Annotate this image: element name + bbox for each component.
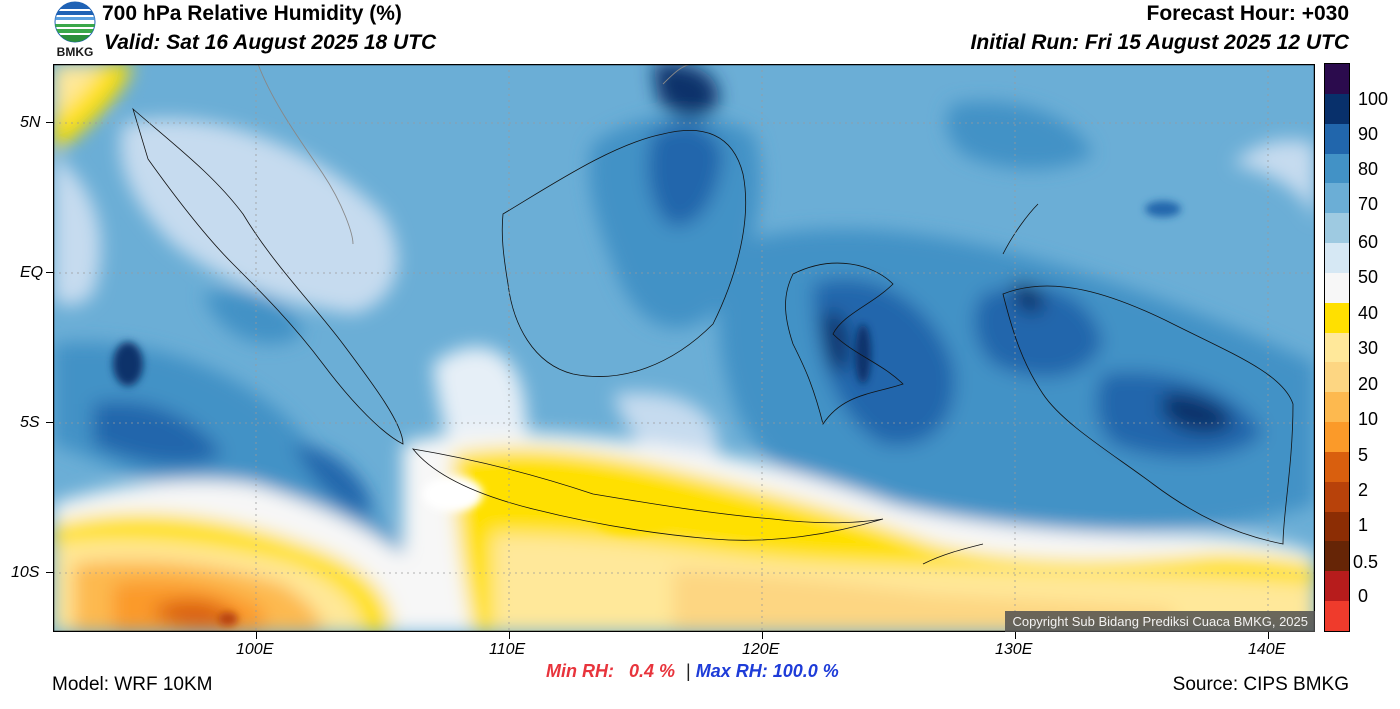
colorbar-segment xyxy=(1325,392,1349,423)
coastlines xyxy=(132,107,1294,565)
colorbar-segment xyxy=(1325,511,1349,542)
lat-label-5s: 5S xyxy=(20,414,40,431)
humidity-map-svg xyxy=(52,63,1316,633)
colorbar-segment xyxy=(1325,451,1349,482)
initial-run: Initial Run: Fri 15 August 2025 12 UTC xyxy=(970,31,1349,54)
lat-label-eq: EQ xyxy=(20,264,44,281)
lat-label-5n: 5N xyxy=(20,114,41,131)
colorbar-label-100: 100 xyxy=(1358,89,1389,109)
timor-coast xyxy=(922,543,984,565)
colorbar-segment xyxy=(1325,64,1349,94)
lon-label-100e: 100E xyxy=(236,641,274,658)
lon-tick-100e xyxy=(256,632,257,639)
lat-tick-5s xyxy=(46,422,53,423)
papua-coast xyxy=(1002,285,1294,545)
colorbar-segment xyxy=(1325,93,1349,124)
bmkg-logo: BMKG xyxy=(52,0,98,59)
lat-tick-eq xyxy=(46,272,53,273)
lat-tick-5n xyxy=(46,122,53,123)
rh-stats: Min RH: 0.4 % | Max RH: 100.0 % xyxy=(546,661,839,682)
colorbar-segment xyxy=(1325,332,1349,363)
colorbar-segment xyxy=(1325,243,1349,273)
lon-tick-140e xyxy=(1268,632,1269,639)
colorbar-segment xyxy=(1325,153,1349,184)
java-coast xyxy=(412,448,884,541)
colorbar-label-20: 20 xyxy=(1358,374,1379,394)
colorbar-label-2: 2 xyxy=(1358,480,1369,500)
colorbar-label-0-5: 0.5 xyxy=(1353,552,1379,572)
halmahera-coast xyxy=(1002,203,1039,255)
colorbar-label-90: 90 xyxy=(1358,124,1379,144)
lon-tick-120e xyxy=(762,632,763,639)
min-rh-value: 0.4 % xyxy=(629,661,676,681)
colorbar-segment xyxy=(1325,123,1349,154)
colorbar-segment xyxy=(1325,302,1349,333)
colorbar-segment xyxy=(1325,541,1349,572)
min-rh-label: Min RH: xyxy=(546,661,614,681)
colorbar-label-0: 0 xyxy=(1358,586,1369,606)
logo-text: BMKG xyxy=(57,45,94,58)
colorbar-label-30: 30 xyxy=(1358,338,1379,358)
stats-separator: | xyxy=(686,661,691,681)
colorbar-label-40: 40 xyxy=(1358,303,1379,323)
colorbar-label-50: 50 xyxy=(1358,267,1379,287)
fine-humidity-detail xyxy=(113,201,1181,626)
colorbar-segment xyxy=(1325,213,1349,244)
colorbar-segment xyxy=(1325,481,1349,512)
colorbar-segment xyxy=(1325,183,1349,214)
colorbar xyxy=(1324,63,1350,632)
valid-time: Valid: Sat 16 August 2025 18 UTC xyxy=(104,31,437,54)
sulawesi-coast xyxy=(785,262,904,425)
lat-label-10s: 10S xyxy=(11,564,40,581)
colorbar-label-70: 70 xyxy=(1358,194,1379,214)
colorbar-label-60: 60 xyxy=(1358,232,1379,252)
map-frame xyxy=(52,63,1316,633)
lon-label-140e: 140E xyxy=(1248,641,1286,658)
bmkg-logo-icon: BMKG xyxy=(54,1,96,59)
colorbar-label-5: 5 xyxy=(1358,445,1369,465)
colorbar-segment xyxy=(1325,272,1349,303)
lon-tick-110e xyxy=(509,632,510,639)
sumatra-coast xyxy=(132,107,404,445)
colorbar-segment xyxy=(1325,362,1349,393)
colorbar-segment xyxy=(1325,571,1349,602)
lon-label-110e: 110E xyxy=(489,641,526,658)
lon-label-130e: 130E xyxy=(995,641,1033,658)
source-label: Source: CIPS BMKG xyxy=(1172,674,1349,695)
humidity-contours xyxy=(53,64,1315,632)
copyright-notice: Copyright Sub Bidang Prediksi Cuaca BMKG… xyxy=(1005,611,1315,632)
model-label: Model: WRF 10KM xyxy=(52,674,213,695)
humidity-map[interactable]: Copyright Sub Bidang Prediksi Cuaca BMKG… xyxy=(52,63,1316,633)
forecast-hour: Forecast Hour: +030 xyxy=(1146,2,1350,25)
colorbar-label-1: 1 xyxy=(1358,515,1369,535)
colorbar-label-80: 80 xyxy=(1358,159,1379,179)
lat-tick-10s xyxy=(46,572,53,573)
colorbar-label-10: 10 xyxy=(1358,409,1379,429)
borneo-coast xyxy=(501,130,746,377)
lon-tick-130e xyxy=(1015,632,1016,639)
max-rh: Max RH: 100.0 % xyxy=(695,661,839,681)
lon-label-120e: 120E xyxy=(742,641,780,658)
colorbar-segment xyxy=(1325,601,1349,631)
map-title: 700 hPa Relative Humidity (%) xyxy=(102,2,402,25)
colorbar-segment xyxy=(1325,422,1349,452)
graticule xyxy=(53,64,1315,632)
